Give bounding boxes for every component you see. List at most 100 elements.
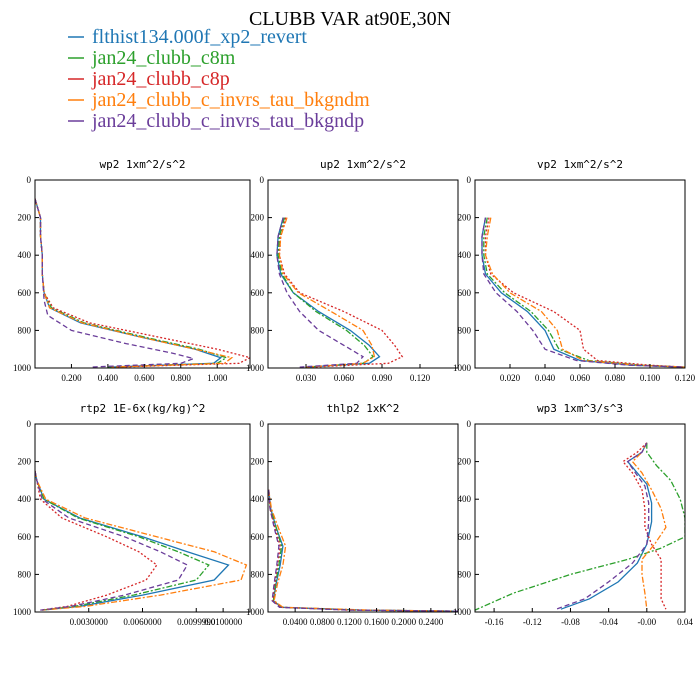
x-tick-label: 0.060 (570, 373, 591, 383)
panel-title: thlp2 1xK^2 (327, 402, 400, 415)
panel: wp3 1xm^3/s^3 -0.16 -0.12 -0.08 -0.04 -0.00 0.… (453, 402, 693, 627)
series-line (35, 198, 250, 368)
series-line (268, 489, 458, 612)
x-tick-label: 0.060 (334, 373, 355, 383)
series-line (484, 217, 685, 368)
y-tick-label: 200 (251, 213, 265, 223)
series-line (35, 198, 228, 368)
panel-title: vp2 1xm^2/s^2 (537, 158, 623, 171)
panel-title: up2 1xm^2/s^2 (320, 158, 406, 171)
panel-title: wp2 1xm^2/s^2 (99, 158, 185, 171)
y-tick-label: 600 (458, 532, 472, 542)
series-line (475, 442, 685, 611)
x-tick-label: 0.120 (675, 373, 696, 383)
series-line (277, 217, 375, 368)
y-tick-label: 200 (458, 213, 472, 223)
y-tick-label: 1000 (246, 607, 265, 617)
legend-entry: jan24_clubb_c_invrs_tau_bkgndm (91, 89, 370, 111)
x-tick-label: 0.090 (372, 373, 393, 383)
legend-entry: flthist134.000f_xp2_revert (92, 26, 307, 48)
y-tick-label: 600 (18, 288, 32, 298)
series-line (35, 198, 196, 368)
series-line (276, 217, 381, 368)
series-line (276, 217, 365, 368)
y-tick-label: 200 (18, 213, 32, 223)
series-line (35, 470, 248, 611)
series-line (268, 489, 458, 612)
plot-frame (267, 423, 459, 613)
y-tick-label: 600 (18, 532, 32, 542)
series-line (35, 470, 230, 611)
y-tick-label: 0 (27, 175, 32, 185)
x-tick-label: 0.030 (296, 373, 317, 383)
series-line (278, 217, 376, 368)
x-tick-label: 0.1600 (364, 617, 389, 627)
panel: up2 1xm^2/s^2 0.030 0.060 0.090 0.120 0 200 400… (246, 158, 459, 383)
plot-frame (34, 179, 251, 369)
panel-title: wp3 1xm^3/s^3 (537, 402, 623, 415)
y-tick-label: 800 (18, 325, 32, 335)
figure-title: CLUBB VAR at90E,30N (249, 8, 451, 30)
series-line (555, 442, 650, 610)
x-tick-label: 0.800 (171, 373, 192, 383)
series-line (481, 217, 685, 368)
x-tick-label: 0.2000 (391, 617, 416, 627)
x-tick-label: 1.000 (207, 373, 228, 383)
y-tick-label: 200 (251, 457, 265, 467)
y-tick-label: 0 (27, 419, 32, 429)
x-tick-label: 0.100 (640, 373, 661, 383)
x-tick-label: 0.080 (605, 373, 626, 383)
x-tick-label: 0.040 (535, 373, 556, 383)
y-tick-label: 600 (251, 532, 265, 542)
legend-entry: jan24_clubb_c_invrs_tau_bkgndp (91, 110, 364, 132)
plot-frame (474, 423, 686, 613)
x-tick-label: -0.00 (637, 617, 656, 627)
y-tick-label: 1000 (13, 363, 32, 373)
series-line (484, 217, 685, 368)
y-tick-label: 400 (18, 250, 32, 260)
series-line (35, 198, 223, 368)
series-line (622, 442, 667, 610)
y-tick-label: 1000 (453, 363, 472, 373)
series-line (268, 489, 458, 612)
y-tick-label: 0 (467, 175, 472, 185)
y-tick-label: 400 (458, 250, 472, 260)
panel: thlp2 1xK^2 0.0400 0.0800 0.1200 0.1600 0.200… (246, 402, 459, 627)
x-tick-label: 0.020 (500, 373, 521, 383)
x-tick-label: 0.0800 (310, 617, 335, 627)
x-tick-label: 0.04 (677, 617, 693, 627)
panels: wp2 1xm^2/s^2 0.200 0.400 0.600 0.800 1.000 0 2… (13, 158, 696, 627)
y-tick-label: 1000 (453, 607, 472, 617)
series-line (268, 489, 458, 612)
y-tick-label: 800 (251, 569, 265, 579)
x-tick-label: 0.0400 (283, 617, 308, 627)
y-tick-label: 1000 (13, 607, 32, 617)
y-tick-label: 400 (458, 494, 472, 504)
x-tick-label: 0.600 (134, 373, 155, 383)
x-tick-label: -0.04 (599, 617, 618, 627)
y-tick-label: 800 (251, 325, 265, 335)
y-tick-label: 0 (260, 419, 265, 429)
series-line (35, 198, 234, 368)
y-tick-label: 400 (251, 494, 265, 504)
x-tick-label: 0.0060000 (123, 617, 162, 627)
x-tick-label: 0.200 (61, 373, 82, 383)
x-tick-label: 0.2400 (418, 617, 443, 627)
x-tick-label: 0.0099990 (177, 617, 216, 627)
legend-entry: jan24_clubb_c8p (91, 68, 230, 90)
x-tick-label: -0.12 (523, 617, 542, 627)
x-tick-label: 0.1200 (337, 617, 362, 627)
legend-entry: jan24_clubb_c8m (91, 47, 236, 69)
series-line (268, 489, 458, 612)
x-tick-label: -0.16 (485, 617, 504, 627)
y-tick-label: 800 (18, 569, 32, 579)
series-line (35, 470, 189, 611)
y-tick-label: 0 (260, 175, 265, 185)
panel-title: rtp2 1E-6x(kg/kg)^2 (80, 402, 206, 415)
x-tick-label: 0.0030000 (70, 617, 109, 627)
x-tick-label: 0.120 (410, 373, 431, 383)
panel: rtp2 1E-6x(kg/kg)^2 0.0030000 0.0060000 0.0… (13, 402, 251, 627)
y-tick-label: 600 (251, 288, 265, 298)
y-tick-label: 400 (18, 494, 32, 504)
